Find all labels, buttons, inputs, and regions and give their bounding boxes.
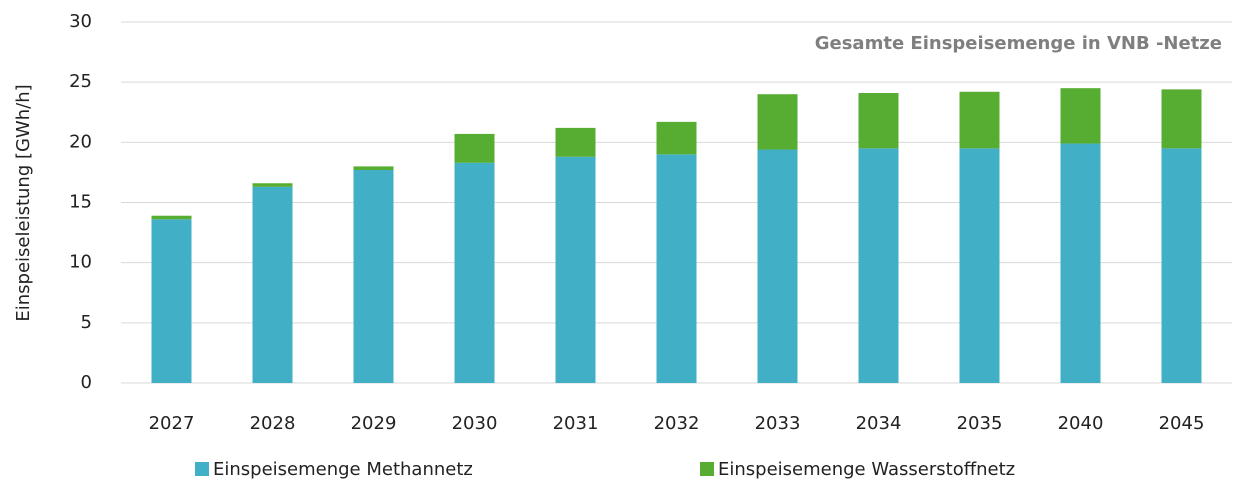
bar-segment [353, 166, 394, 171]
x-tick-label: 2027 [149, 413, 195, 434]
bar-segment [858, 92, 899, 149]
y-tick-label: 5 [81, 312, 92, 333]
bar-segment [353, 170, 394, 383]
x-tick-label: 2029 [351, 413, 397, 434]
x-tick-label: 2040 [1058, 413, 1104, 434]
y-tick-label: 0 [81, 372, 92, 393]
x-tick-label: 2031 [553, 413, 599, 434]
legend-label: Einspeisemenge Wasserstoffnetz [718, 459, 1015, 480]
x-tick-label: 2032 [654, 413, 700, 434]
bar-segment [656, 154, 697, 383]
bar-segment [1060, 88, 1101, 144]
x-tick-label: 2033 [755, 413, 801, 434]
x-tick-label: 2028 [250, 413, 296, 434]
x-tick-label: 2035 [957, 413, 1003, 434]
bar-segment [959, 148, 1000, 383]
x-tick-label: 2045 [1159, 413, 1205, 434]
bar-segment [757, 94, 798, 150]
bar-segment [1161, 148, 1202, 383]
bar-segment [454, 162, 495, 383]
bar-segment [151, 215, 192, 220]
y-tick-label: 25 [69, 71, 92, 92]
legend-swatch [195, 462, 209, 476]
x-tick-label: 2034 [856, 413, 902, 434]
bar-segment [858, 148, 899, 383]
bar-segment [656, 121, 697, 155]
y-tick-label: 10 [69, 252, 92, 273]
bar-segment [252, 186, 293, 383]
y-tick-label: 15 [69, 192, 92, 213]
legend-label: Einspeisemenge Methannetz [213, 459, 473, 480]
bar-segment [252, 183, 293, 187]
bar-segment [757, 149, 798, 383]
legend-swatch [700, 462, 714, 476]
bar-segment [1060, 143, 1101, 383]
y-tick-label: 30 [69, 11, 92, 32]
bar-segment [454, 133, 495, 163]
y-axis-label: Einspeiseleistung [GWh/h] [13, 84, 34, 321]
bar-segment [959, 91, 1000, 149]
bar-segment [555, 127, 596, 157]
chart-title: Gesamte Einspeisemenge in VNB -Netze [815, 33, 1222, 54]
x-tick-label: 2030 [452, 413, 498, 434]
bar-segment [555, 156, 596, 383]
bar-segment [1161, 89, 1202, 149]
bar-segment [151, 219, 192, 383]
y-tick-label: 20 [69, 131, 92, 152]
